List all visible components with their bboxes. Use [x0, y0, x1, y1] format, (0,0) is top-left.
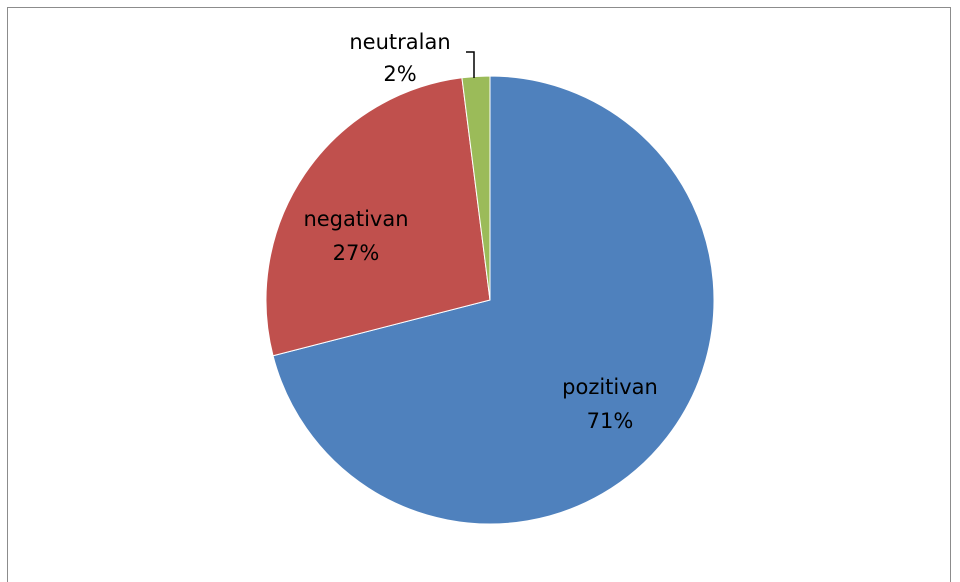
leader-line-neutralan — [466, 51, 475, 78]
slice-labels: pozitivan 71% negativan 27% neutralan 2% — [303, 30, 657, 433]
slice-value-pozitivan: 71% — [587, 409, 634, 433]
slice-value-negativan: 27% — [333, 241, 380, 265]
leader-lines — [466, 51, 475, 78]
pie-slice-negativan — [265, 77, 491, 357]
slice-label-negativan: negativan — [303, 207, 408, 231]
pie-slice-neutralan — [461, 75, 491, 301]
pie-slice-pozitivan — [272, 75, 715, 525]
slice-value-neutralan: 2% — [383, 62, 416, 86]
pie-slices — [265, 75, 715, 525]
slice-label-pozitivan: pozitivan — [562, 375, 658, 399]
slice-label-neutralan: neutralan — [349, 30, 450, 54]
